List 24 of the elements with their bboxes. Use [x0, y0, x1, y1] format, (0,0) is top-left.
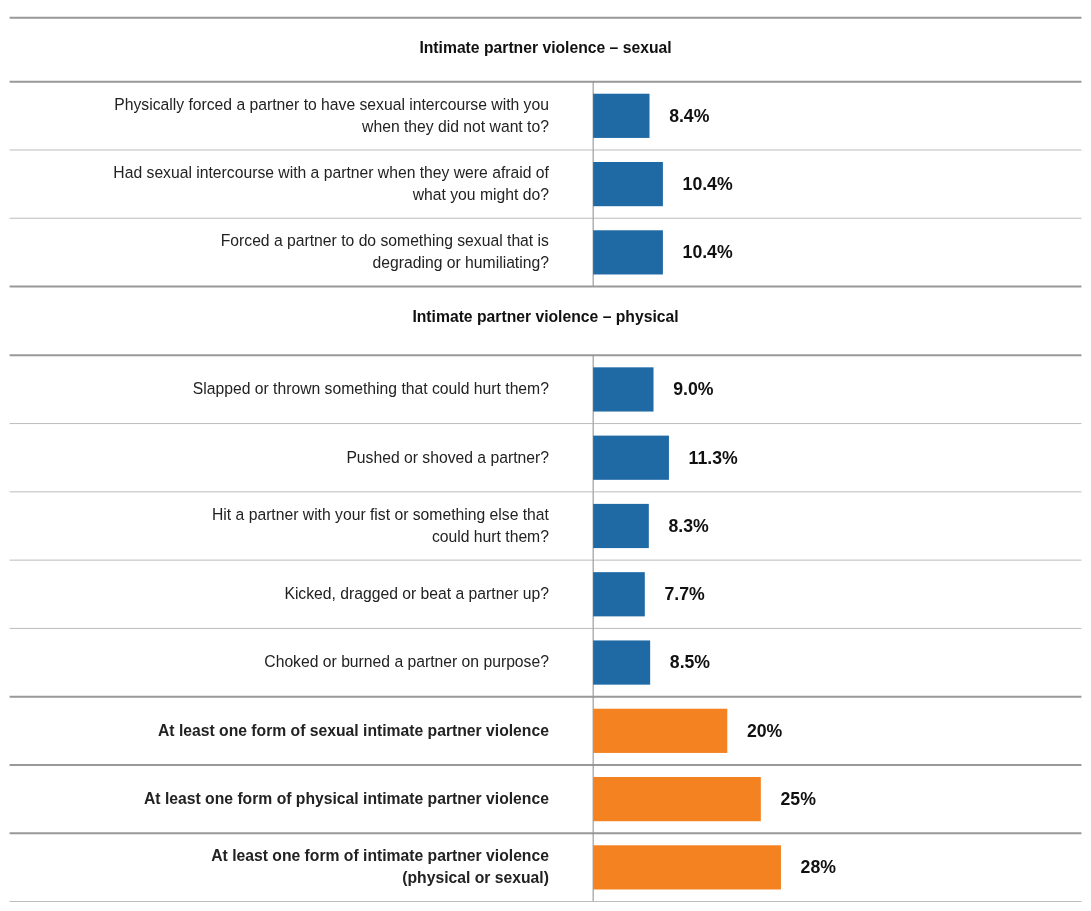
- data-label: 8.3%: [668, 515, 710, 536]
- data-label: 20%: [746, 720, 783, 741]
- text: Intimate partner violence – sexual: [419, 39, 672, 57]
- data-label: 28%: [800, 857, 837, 878]
- data-label: 25%: [780, 789, 817, 809]
- y-tick-label: At least one form of intimate partner violence (physical or sexual): [211, 847, 550, 887]
- y-tick-label: Pushed or shoved a partner?: [346, 448, 550, 466]
- y-tick-label: Physically forced a partner to have sexual intercourse with you when they did not want to?: [114, 95, 550, 135]
- y-tick-label: Had sexual intercourse with a partner when they were afraid of what you might do?: [113, 164, 550, 203]
- data-label: 10.4%: [682, 174, 733, 194]
- data-label: 8.5%: [669, 652, 711, 673]
- y-tick-label: At least one form of physical intimate partner violence: [144, 790, 550, 808]
- y-tick-label: Forced a partner to do something sexual that is degrading or humiliating?: [220, 232, 550, 272]
- data-label: 9.0%: [673, 379, 714, 400]
- y-tick-label: Choked or burned a partner on purpose?: [264, 653, 550, 671]
- y-tick-label: Kicked, dragged or beat a partner up?: [284, 585, 550, 603]
- data-label: 8.4%: [669, 105, 710, 126]
- y-tick-label: Slapped or thrown something that could hurt them?: [192, 380, 550, 398]
- y-tick-label: Hit a partner with your fist or something else that could hurt them?: [212, 506, 550, 545]
- data-label: 7.7%: [664, 584, 706, 605]
- data-label: 10.4%: [682, 242, 733, 263]
- data-label: 11.3%: [688, 447, 739, 468]
- annotation: Intimate partner violence – physical: [412, 307, 679, 325]
- y-tick-label: At least one form of sexual intimate partner violence: [157, 721, 550, 739]
